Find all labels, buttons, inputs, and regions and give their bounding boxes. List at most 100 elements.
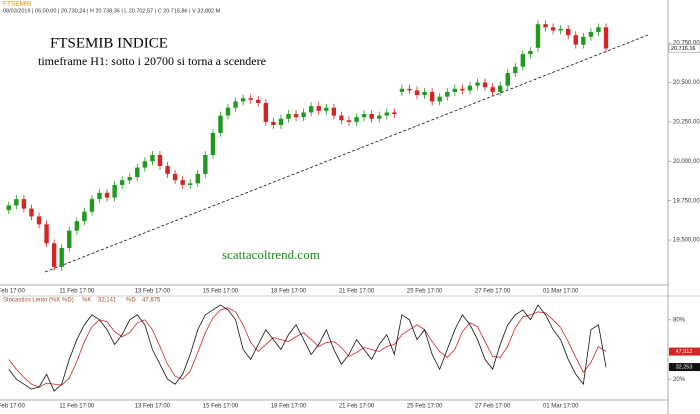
- x-tick-label: 8 Feb 17:00: [0, 404, 25, 410]
- candle-body: [505, 73, 510, 86]
- candle-body: [51, 243, 57, 267]
- candle-body: [44, 224, 49, 244]
- candle-body: [346, 120, 352, 122]
- x-tick-label: 13 Feb 17:00: [135, 404, 171, 410]
- candle-body: [558, 28, 563, 31]
- x-tick-label: 15 Feb 17:00: [203, 404, 239, 410]
- candle-body: [248, 98, 253, 100]
- candle-body: [36, 216, 42, 225]
- candle-body: [104, 192, 110, 198]
- x-tick-label: 13 Feb 17:00: [135, 289, 171, 295]
- x-tick-label: 25 Feb 17:00: [407, 404, 443, 410]
- candle-body: [475, 82, 480, 86]
- x-tick-label: 27 Feb 17:00: [475, 404, 511, 410]
- candle-body: [172, 173, 178, 181]
- candle-body: [135, 167, 140, 178]
- candle-body: [256, 99, 261, 103]
- candle-body: [588, 32, 594, 37]
- x-tick-label: 11 Feb 17:00: [59, 404, 95, 410]
- candle-body: [467, 85, 473, 91]
- candle-body: [482, 82, 488, 88]
- y-tick-label: 19.750,00: [673, 198, 700, 204]
- candle-body: [150, 154, 155, 162]
- legend-label: %D: [126, 298, 136, 304]
- candle-body: [392, 112, 397, 115]
- candle-body: [301, 112, 306, 118]
- candle-body: [82, 211, 87, 222]
- candle-body: [29, 208, 34, 217]
- candle-body: [97, 192, 102, 200]
- candle-body: [74, 221, 80, 231]
- candle-body: [278, 118, 284, 126]
- x-tick-label: 11 Feb 17:00: [59, 289, 95, 295]
- candle-body: [271, 121, 276, 126]
- candle-body: [429, 91, 435, 102]
- legend-value: 32,141: [98, 298, 117, 304]
- panel-title: Stocastico Lento (%K %D): [3, 298, 74, 304]
- y-tick-label: 19.500,00: [673, 238, 700, 244]
- candle-body: [157, 154, 163, 167]
- price-label: 20.716,16: [671, 46, 695, 52]
- x-tick-label: 27 Feb 17:00: [475, 289, 511, 295]
- trend-line: [44, 34, 649, 273]
- candle-body: [596, 27, 601, 33]
- candle-body: [445, 91, 450, 97]
- candle-body: [550, 27, 556, 31]
- x-tick-label: 25 Feb 17:00: [407, 289, 443, 295]
- y-tick-label: 20.750,00: [673, 41, 700, 47]
- candle-body: [316, 106, 321, 111]
- candle-body: [165, 166, 170, 174]
- y-tick-label: 20.500,00: [673, 80, 700, 86]
- candle-body: [535, 24, 541, 48]
- candle-body: [59, 247, 64, 267]
- candle-body: [21, 199, 27, 209]
- series-line: [8, 304, 607, 392]
- last-box: [669, 347, 700, 356]
- candle-body: [293, 114, 299, 118]
- info: 08/03/2019 | 05:00.00 | 20.730,24 | H 20…: [3, 8, 221, 14]
- candle-body: [263, 102, 269, 122]
- symbol: FTSEMIB: [3, 1, 31, 8]
- last-label: 47,912: [676, 349, 693, 355]
- candle-body: [233, 101, 238, 108]
- candle-body: [210, 132, 216, 155]
- candle-body: [14, 199, 19, 206]
- candle-body: [460, 88, 465, 91]
- candle-body: [188, 183, 193, 185]
- candle-body: [603, 27, 609, 49]
- candle-body: [6, 205, 11, 211]
- candle-body: [180, 180, 185, 185]
- candle-body: [218, 115, 223, 133]
- candle-body: [437, 96, 442, 102]
- candle-body: [369, 114, 374, 119]
- candle-body: [384, 112, 389, 116]
- x-tick-label: 18 Feb 17:00: [271, 289, 307, 295]
- candle-body: [513, 66, 518, 74]
- x-tick-label: 15 Feb 17:00: [203, 289, 239, 295]
- candle-body: [119, 180, 125, 185]
- candle-body: [452, 88, 458, 92]
- price-box: [668, 44, 700, 53]
- y-tick-label: 20.250,00: [673, 119, 700, 125]
- last-box: [669, 363, 700, 372]
- candle-body: [543, 24, 548, 28]
- candle-body: [490, 87, 495, 92]
- x-tick-label: 8 Feb 17:00: [0, 289, 25, 295]
- candle-body: [112, 184, 117, 198]
- candle-body: [361, 114, 367, 118]
- candle-body: [339, 115, 344, 121]
- legend-label: %K: [82, 298, 91, 304]
- candle-body: [573, 35, 578, 45]
- y-tick-label: 80%: [673, 317, 686, 323]
- x-tick-label: 01 Mar 17:00: [543, 404, 579, 410]
- y-tick-label: 20.000,00: [673, 159, 700, 165]
- candle-body: [331, 107, 337, 116]
- candle-body: [377, 115, 382, 119]
- candle-body: [225, 107, 231, 116]
- subtitle: timeframe H1: sotto i 20700 si torna a s…: [38, 54, 266, 68]
- series-line: [8, 307, 607, 388]
- candle-body: [89, 199, 95, 212]
- candle-body: [399, 88, 405, 92]
